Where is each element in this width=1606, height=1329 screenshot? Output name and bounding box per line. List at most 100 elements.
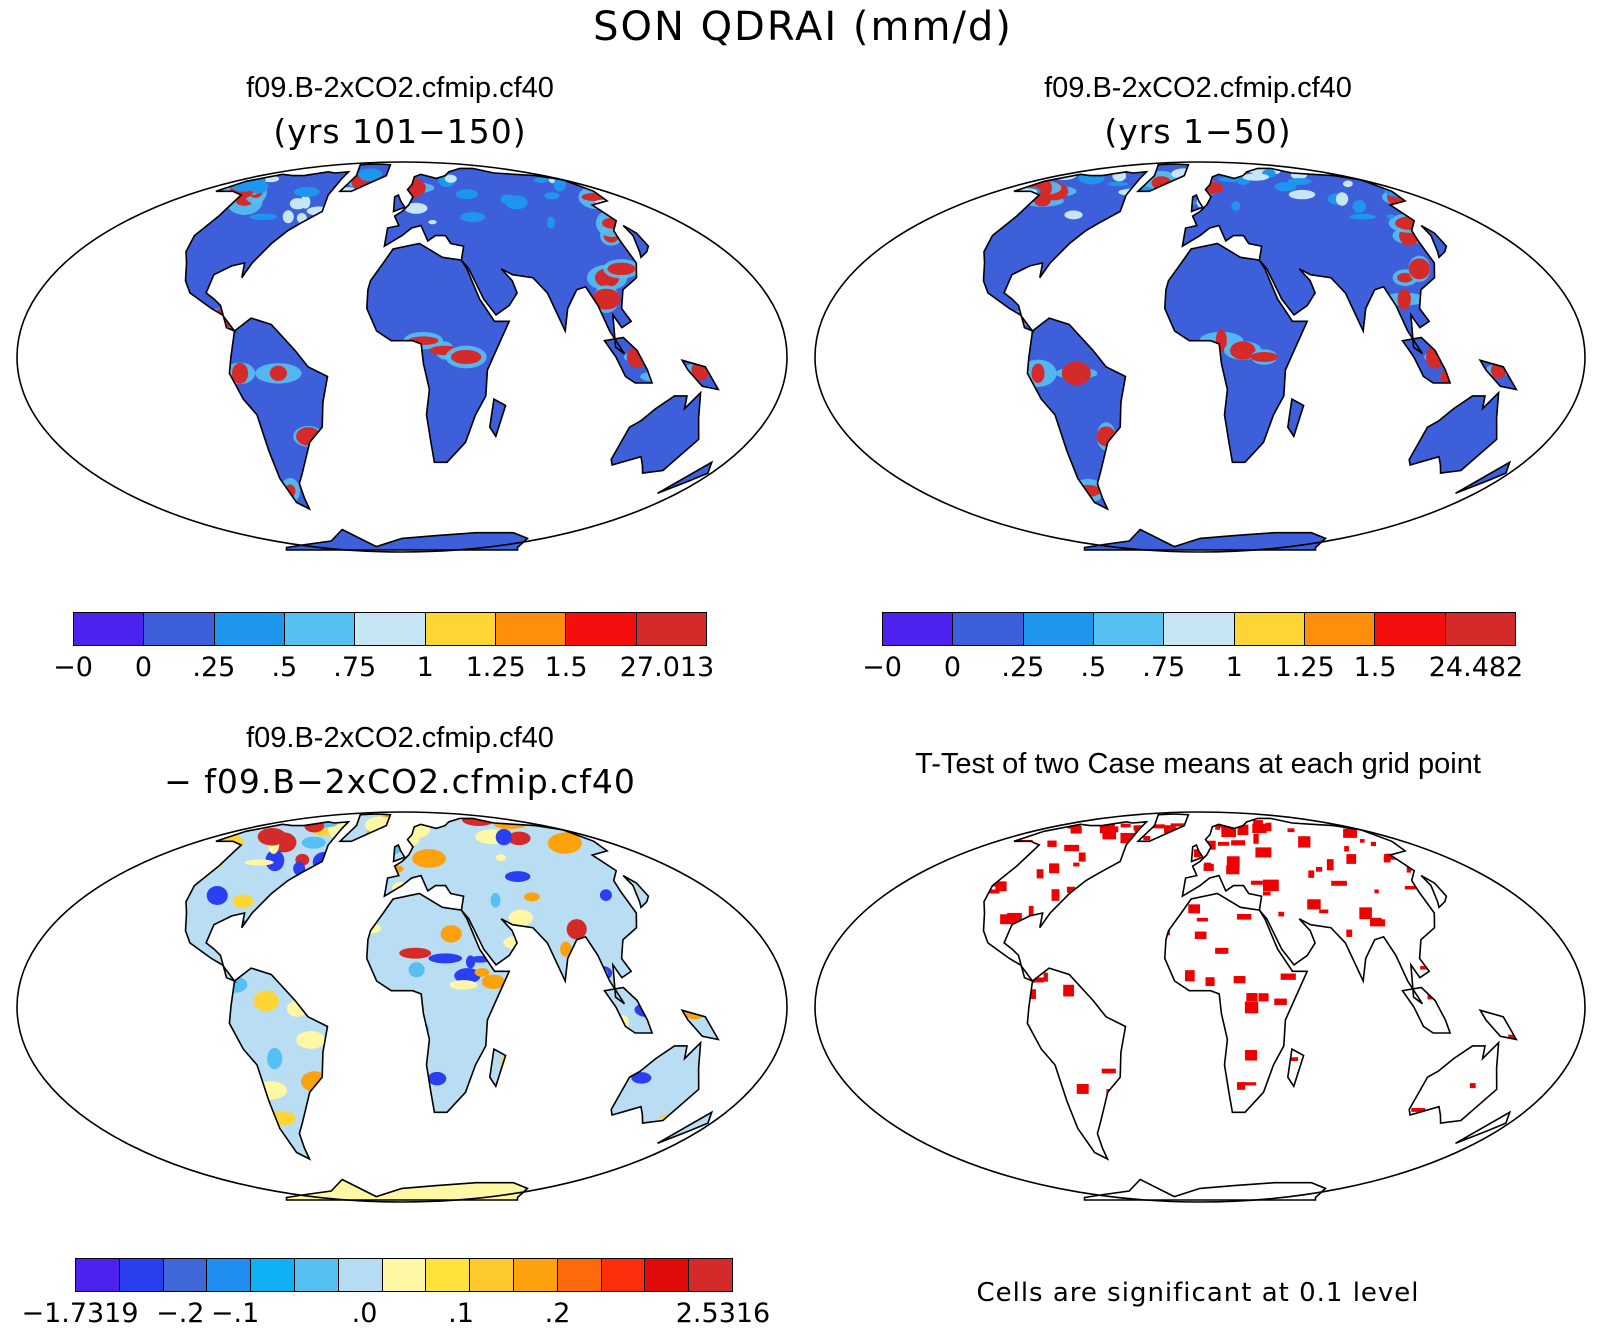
- coastline: [1286, 1047, 1305, 1089]
- colorbar-tick-label: −.2: [156, 1298, 205, 1329]
- colorbar-tick-label: −1.7319: [21, 1298, 139, 1329]
- land-region: [489, 1049, 506, 1087]
- figure-title: SON QDRAI (mm/d): [593, 4, 1013, 50]
- coastline: [1455, 460, 1512, 495]
- panel-1-subtitle: (yrs 101−150): [273, 112, 527, 151]
- globe-outline: [814, 161, 1586, 553]
- globe-outline: [814, 811, 1586, 1203]
- land-region: [983, 821, 1147, 981]
- coastline: [610, 1040, 702, 1125]
- land-region: [611, 1042, 701, 1124]
- colorbar-swatch: [645, 1259, 690, 1291]
- colorbar-tick-label: .75: [333, 652, 377, 683]
- coastline: [622, 224, 650, 259]
- panel-3-title: f09.B-2xCO2.cfmip.cf40: [246, 722, 554, 754]
- coastline: [1286, 397, 1305, 439]
- colorbar-swatch: [883, 613, 954, 645]
- coastline: [488, 397, 507, 439]
- colorbar-swatch: [425, 613, 496, 645]
- land-region: [1027, 968, 1126, 1159]
- coastline: [982, 820, 1149, 983]
- colorbar-tick-label: 1.5: [544, 652, 588, 683]
- colorbar-swatch: [163, 1259, 208, 1291]
- land-region: [286, 1179, 528, 1200]
- colorbar-tick-label: .5: [1080, 652, 1107, 683]
- colorbar-swatch: [636, 613, 706, 645]
- land-region: [1084, 529, 1326, 550]
- land-region: [611, 392, 701, 474]
- land-region: [489, 399, 506, 437]
- coastline: [285, 528, 529, 551]
- colorbar-tick-label: 1.5: [1353, 652, 1397, 683]
- panel-2-subtitle: (yrs 1−50): [1104, 112, 1292, 151]
- panel-1-map: [16, 161, 788, 553]
- colorbar-swatch: [601, 1259, 646, 1291]
- colorbar-tick-label: 1.25: [465, 652, 526, 683]
- coastline: [392, 193, 406, 213]
- colorbar-tick-label: .0: [351, 1298, 378, 1329]
- coastline: [680, 358, 720, 391]
- globe-outline: [16, 161, 788, 553]
- colorbar-tick-label: 27.013: [619, 652, 715, 683]
- colorbar-tick-label: 1: [1225, 652, 1243, 683]
- coastline: [603, 986, 654, 1034]
- coastline: [365, 892, 511, 1114]
- coastline: [1408, 1040, 1500, 1125]
- land-region: [1084, 1179, 1326, 1200]
- colorbar-swatch: [566, 613, 637, 645]
- coastline: [1420, 874, 1448, 909]
- land-region: [286, 529, 528, 550]
- land-region: [1164, 893, 1308, 1113]
- land-region: [983, 171, 1147, 331]
- coastline: [680, 1008, 720, 1041]
- coastline: [1026, 967, 1127, 1161]
- panel-1-title: f09.B-2xCO2.cfmip.cf40: [246, 72, 554, 104]
- coastline: [1083, 1178, 1327, 1201]
- coastline: [392, 843, 406, 863]
- land-region: [604, 987, 653, 1033]
- colorbar-swatch: [294, 1259, 339, 1291]
- coastline: [337, 163, 392, 193]
- panel-2-colorbar: [882, 612, 1516, 646]
- coastline: [657, 460, 714, 495]
- coastline: [383, 817, 638, 1005]
- coastline: [1478, 1008, 1518, 1041]
- land-region: [1409, 392, 1499, 474]
- colorbar-swatch: [1234, 613, 1305, 645]
- colorbar-swatch: [207, 1259, 252, 1291]
- land-region: [1182, 818, 1435, 1004]
- colorbar-swatch: [495, 613, 567, 645]
- colorbar-tick-label: −0: [862, 652, 902, 683]
- colorbar-swatch: [76, 1259, 120, 1291]
- colorbar-tick-label: 0: [134, 652, 153, 683]
- coastline: [1135, 163, 1190, 193]
- colorbar-swatch: [251, 1259, 295, 1291]
- panel-4-title: T-Test of two Case means at each grid po…: [915, 748, 1481, 780]
- coastline: [285, 1178, 529, 1201]
- panel-3-map: [16, 811, 788, 1203]
- panel-2-map: [814, 161, 1586, 553]
- colorbar-tick-label: .1: [448, 1298, 474, 1329]
- land-region: [384, 168, 637, 354]
- colorbar-swatch: [470, 1259, 514, 1291]
- colorbar-swatch: [1375, 613, 1446, 645]
- colorbar-swatch: [1093, 613, 1165, 645]
- colorbar-tick-label: −.1: [210, 1298, 260, 1329]
- colorbar-tick-label: .25: [192, 652, 236, 683]
- colorbar-swatch: [426, 1259, 471, 1291]
- coastline: [982, 170, 1149, 333]
- coastline: [1401, 986, 1452, 1034]
- colorbar-tick-label: 24.482: [1428, 652, 1524, 683]
- coastline: [1420, 224, 1448, 259]
- land-region: [1027, 318, 1126, 509]
- colorbar-swatch: [338, 1259, 383, 1291]
- significance-note: Cells are significant at 0.1 level: [976, 1278, 1420, 1308]
- coastline: [1478, 358, 1518, 391]
- colorbar-tick-label: 1: [416, 652, 434, 683]
- coastline: [337, 813, 392, 843]
- colorbar-swatch: [513, 1259, 558, 1291]
- colorbar-swatch: [382, 1259, 427, 1291]
- coastline: [1408, 390, 1500, 475]
- colorbar-tick-label: 0: [943, 652, 962, 683]
- coastline: [1401, 336, 1452, 384]
